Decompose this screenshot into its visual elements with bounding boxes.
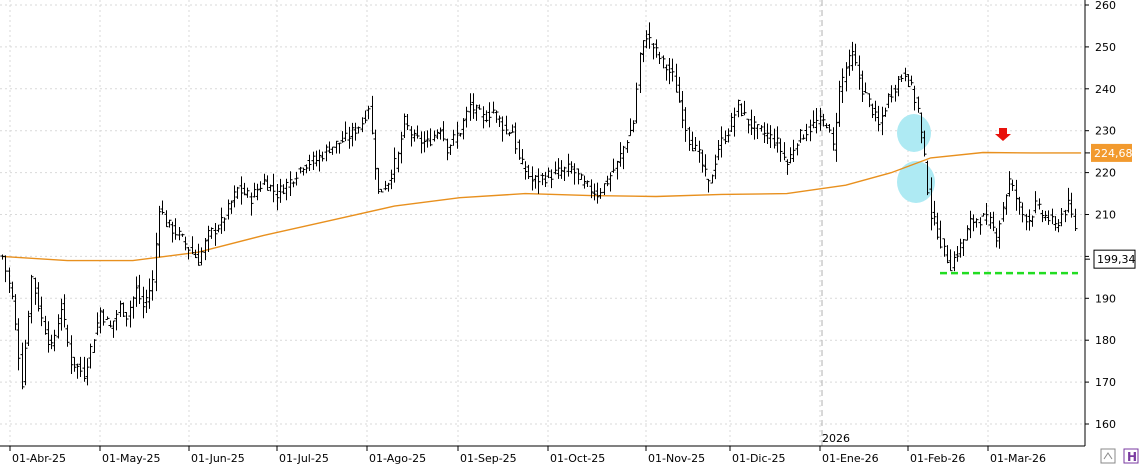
log-scale-icon — [1123, 448, 1139, 464]
x-tick-label: 01-Sep-25 — [460, 452, 517, 465]
y-tick-label: 220 — [1095, 167, 1116, 180]
highlight-circle-upper — [897, 114, 931, 152]
x-tick-label: 01-Jun-25 — [191, 452, 245, 465]
x-tick-label: 01-Mar-26 — [990, 452, 1046, 465]
y-tick-label: 250 — [1095, 41, 1116, 54]
x-tick-label: 01-Jul-25 — [279, 452, 329, 465]
y-tick-label: 260 — [1095, 0, 1116, 12]
y-tick-label: 230 — [1095, 125, 1116, 138]
x-tick-label: 01-Oct-25 — [550, 452, 605, 465]
x-tick-label: 01-Abr-25 — [12, 452, 66, 465]
price-tags-layer: 224,68 199,34 H — [1085, 143, 1139, 464]
year-marker: 2026 — [822, 432, 850, 445]
log-scale-icon-glyph: H — [1127, 450, 1137, 464]
x-tick-label: 01-May-25 — [102, 452, 160, 465]
x-tick-label: 01-Nov-25 — [648, 452, 705, 465]
down-arrow-icon — [995, 128, 1011, 141]
x-tick-label: 01-Ene-26 — [822, 452, 879, 465]
axes-layer: 16017018019020021022023024025026001-Abr-… — [0, 0, 1116, 465]
y-tick-label: 240 — [1095, 83, 1116, 96]
scale-toggle-glyph — [1103, 452, 1113, 460]
price-bars-layer — [0, 22, 1078, 390]
annotation-background-layer — [897, 114, 935, 203]
highlight-circle-lower — [897, 161, 935, 203]
x-tick-label: 01-Ago-25 — [369, 452, 426, 465]
y-tick-label: 170 — [1095, 376, 1116, 389]
y-tick-label: 180 — [1095, 334, 1116, 347]
scale-toggle-icon — [1100, 448, 1116, 464]
x-tick-label: 01-Dic-25 — [732, 452, 786, 465]
grid-layer — [0, 0, 1085, 446]
x-tick-label: 01-Feb-26 — [910, 452, 965, 465]
y-tick-label: 190 — [1095, 292, 1116, 305]
moving-average-value-label: 224,68 — [1094, 147, 1133, 160]
ma-tag-box — [1091, 143, 1132, 162]
last-price-label: 199,34 — [1097, 253, 1136, 266]
y-tick-label: 160 — [1095, 418, 1116, 431]
plot-background — [0, 0, 1090, 446]
last-price-tag-box — [1093, 249, 1136, 269]
annotation-front-layer — [940, 128, 1078, 275]
y-tick-label: 210 — [1095, 209, 1116, 222]
